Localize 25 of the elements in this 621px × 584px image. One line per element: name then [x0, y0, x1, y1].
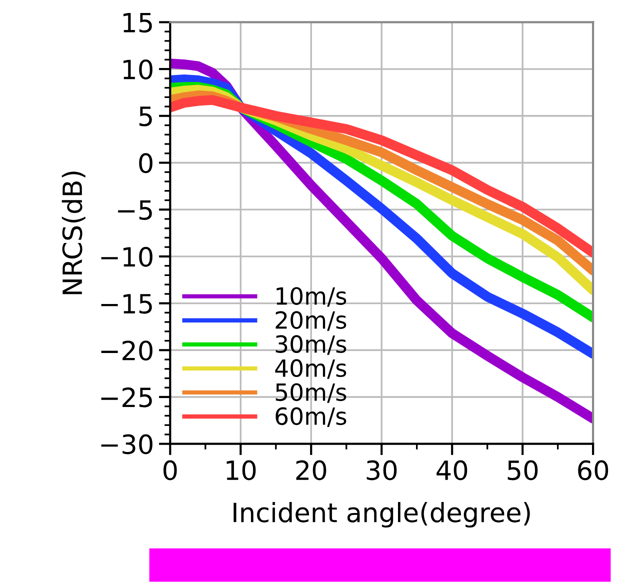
y-tick-label: 5 [139, 106, 152, 126]
y-axis-title: NRCS(dB) [62, 172, 86, 294]
x-tick-label: 10 [226, 460, 256, 480]
legend-label: 10m/s [276, 287, 346, 307]
y-tick-label: −5 [118, 200, 152, 220]
y-tick-label: 15 [124, 12, 152, 33]
y-tick-label: −20 [101, 340, 152, 361]
x-tick-label: 20 [296, 460, 326, 480]
x-axis-title: Incident angle(degree) [234, 502, 530, 528]
legend-label: 60m/s [276, 407, 346, 427]
y-tick-label: −25 [101, 387, 152, 408]
x-tick-label: 60 [578, 460, 608, 480]
y-tick-label: −10 [101, 246, 152, 267]
legend-label: 30m/s [276, 335, 346, 355]
x-tick-label: 50 [508, 460, 538, 480]
y-tick-label: 10 [124, 59, 152, 80]
y-tick-label: −30 [101, 434, 152, 454]
x-tick-label: 40 [436, 460, 468, 480]
y-tick-label: −15 [101, 294, 152, 314]
x-tick-label: 30 [366, 460, 397, 480]
x-tick-label: 0 [164, 460, 177, 480]
legend-label: 20m/s [276, 311, 346, 331]
legend-label: 50m/s [276, 383, 346, 403]
legend-label: 40m/s [275, 359, 346, 379]
y-tick-label: 0 [139, 153, 152, 174]
